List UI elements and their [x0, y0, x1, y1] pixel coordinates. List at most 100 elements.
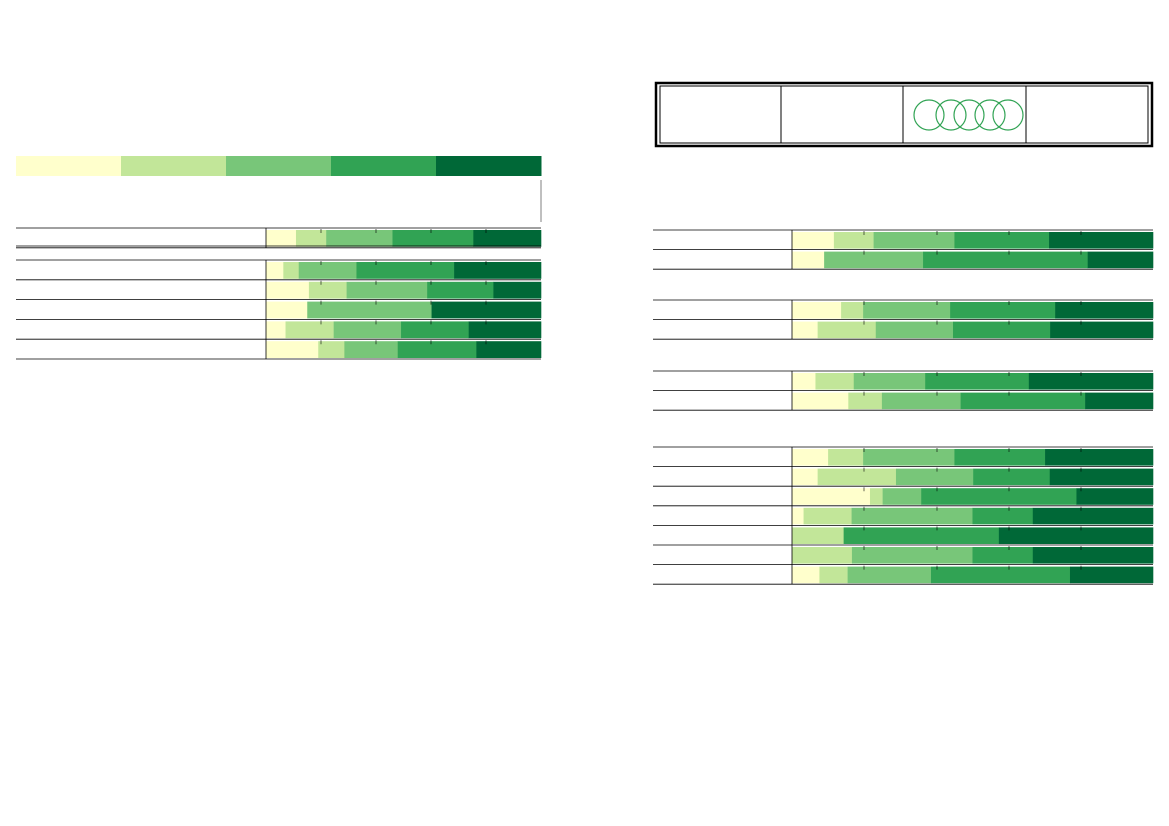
legend-swatch-5: [436, 156, 542, 176]
right-bar-segment: [925, 373, 1030, 390]
left-bar-segment: [473, 230, 542, 247]
right-bar-segment: [1085, 392, 1154, 410]
right-bar-segment: [973, 468, 1051, 486]
left-bar-segment: [266, 341, 319, 358]
left-bar-segment: [266, 321, 286, 339]
left-bar-segment: [266, 281, 310, 299]
left-bar-segment: [318, 341, 345, 358]
header-box-inner-frame: [659, 85, 1149, 144]
right-bar-segment: [972, 547, 1034, 564]
right-bar-segment: [792, 547, 853, 564]
ring-2: [935, 99, 967, 131]
right-bar-segment: [792, 232, 835, 249]
header-box-frame: [654, 81, 1154, 148]
right-bar-segment: [847, 566, 932, 584]
ring-5: [992, 99, 1024, 131]
left-bar-segment: [431, 301, 542, 319]
left-bar-segment: [298, 262, 357, 279]
right-bar-segment: [954, 449, 1046, 466]
right-bar-segment: [972, 507, 1034, 525]
right-bar-segment: [1076, 488, 1154, 505]
left-bar-segment: [326, 230, 393, 247]
right-bar-segment: [792, 468, 818, 486]
right-bar-segment: [792, 321, 818, 339]
left-bar-segment: [397, 341, 477, 358]
right-bar-segment: [848, 392, 883, 410]
legend-swatch-4: [331, 156, 437, 176]
left-bar-segment: [346, 281, 428, 299]
left-bar-segment: [266, 230, 297, 247]
right-bar-segment: [853, 373, 926, 390]
right-bar-segment: [1045, 449, 1154, 466]
right-chart: [792, 231, 1154, 584]
left-bar-segment: [295, 230, 327, 247]
left-bar-segment: [308, 281, 347, 299]
left-bar-segment: [333, 321, 402, 339]
left-bar-segment: [266, 301, 308, 319]
right-bar-segment: [792, 527, 844, 544]
right-bar-segment: [960, 392, 1086, 410]
right-bar-segment: [869, 488, 883, 505]
right-bar-segment: [1069, 566, 1154, 584]
right-bar-segment: [792, 373, 816, 390]
left-bar-segment: [454, 262, 542, 279]
right-bar-segment: [1087, 251, 1154, 269]
right-bar-segment: [953, 321, 1051, 339]
right-bar-segment: [817, 468, 897, 486]
right-bar-segment: [843, 527, 1000, 544]
right-bar-segment: [1049, 232, 1154, 249]
right-bar-segment: [930, 566, 1071, 584]
left-bar-segment: [401, 321, 469, 339]
right-bar-segment: [803, 507, 852, 525]
left-chart: [266, 229, 542, 358]
left-bar-segment: [468, 321, 542, 339]
right-bar-segment: [1032, 547, 1154, 564]
right-bar-segment: [819, 566, 848, 584]
left-bar-segment: [285, 321, 334, 339]
legend: [16, 156, 542, 176]
right-bar-segment: [895, 468, 974, 486]
right-bar-segment: [863, 302, 951, 319]
right-bar-segment: [1032, 507, 1154, 525]
right-bar-segment: [792, 507, 804, 525]
left-bar-segment: [283, 262, 300, 279]
right-bar-segment: [875, 321, 954, 339]
left-bar-segment: [493, 281, 542, 299]
left-bar-segment: [344, 341, 399, 358]
right-bar-segment: [841, 302, 864, 319]
right-bar-segment: [851, 547, 973, 564]
right-bar-segment: [815, 373, 855, 390]
left-bar-segment: [427, 281, 494, 299]
olympic-rings-icon: [913, 99, 1024, 131]
left-bar-segment: [392, 230, 474, 247]
right-bar-segment: [1050, 321, 1154, 339]
right-bar-segment: [817, 321, 877, 339]
right-bar-segment: [824, 251, 924, 269]
right-bar-segment: [998, 527, 1154, 544]
right-bar-segment: [873, 232, 955, 249]
right-bar-segment: [1049, 468, 1154, 486]
legend-swatch-2: [121, 156, 227, 176]
legend-swatch-1: [16, 156, 122, 176]
right-bar-segment: [828, 449, 864, 466]
right-bar-segment: [1028, 373, 1154, 390]
right-bar-segment: [881, 392, 961, 410]
right-bar-segment: [882, 488, 922, 505]
right-bar-segment: [923, 251, 1088, 269]
right-bar-segment: [954, 232, 1050, 249]
right-bar-segment: [921, 488, 1077, 505]
ring-1: [913, 99, 945, 131]
legend-swatch-3: [226, 156, 332, 176]
left-bar-segment: [266, 262, 284, 279]
header-box: [654, 81, 1154, 148]
left-bar-segment: [356, 262, 455, 279]
ring-3: [953, 99, 985, 131]
right-bar-segment: [833, 232, 874, 249]
right-bar-segment: [792, 488, 871, 505]
right-bar-segment: [792, 251, 825, 269]
right-bar-segment: [1055, 302, 1154, 319]
left-bar-segment: [476, 341, 542, 358]
right-bar-segment: [851, 507, 973, 525]
